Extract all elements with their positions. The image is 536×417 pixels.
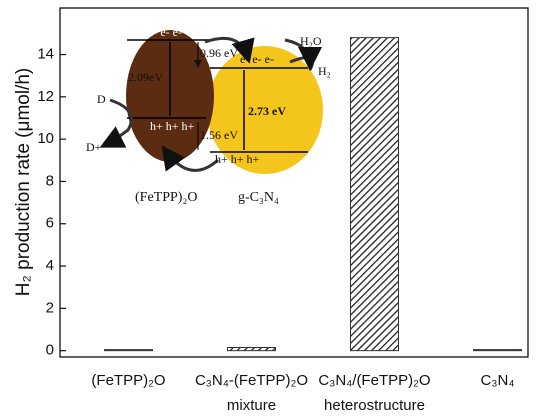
inset-label: h+ h+ h+: [215, 152, 260, 166]
inset-label: e- e- e-: [148, 25, 182, 39]
inset-label: H₂: [318, 64, 331, 78]
inset-label: (FeTPP)₂O: [135, 190, 197, 205]
inset-label: H₂O: [300, 34, 322, 48]
x-tick-label: C₃N₄/(FeTPP)₂O: [318, 372, 430, 389]
inset-label: 2.09eV: [128, 70, 163, 84]
bar: [351, 38, 399, 351]
x-tick-label: C₃N₄: [481, 372, 515, 389]
y-tick-label: 12: [37, 88, 54, 105]
y-tick-label: 4: [46, 257, 54, 274]
y-tick-label: 2: [46, 299, 54, 316]
inset-label: 2.73 eV: [248, 104, 286, 118]
inset-label: 0.96 eV: [200, 46, 238, 60]
x-tick-label: C₃N₄-(FeTPP)₂O: [195, 372, 308, 389]
x-tick-label: (FeTPP)₂O: [91, 372, 165, 389]
inset-label: g-C₃N₄: [238, 190, 279, 205]
bar: [105, 350, 153, 351]
y-tick-label: 10: [37, 130, 54, 147]
y-tick-label: 0: [46, 342, 54, 359]
x-tick-label: heterostructure: [324, 397, 425, 414]
inset-label: D: [97, 92, 106, 106]
y-tick-label: 8: [46, 172, 54, 189]
inset-label: e- e- e-: [240, 52, 274, 66]
y-axis-label: H₂ production rate (μmol/h): [13, 68, 34, 296]
inset-label: D+: [86, 140, 102, 154]
inset-diagram: e- e- e- e- e- e- 0.96 eV 2.09eV 1.56 eV…: [86, 25, 331, 205]
y-tick-label: 14: [37, 46, 54, 63]
bar: [228, 347, 276, 350]
bar: [474, 350, 522, 351]
inset-label: h+ h+ h+: [150, 119, 195, 133]
chart: H₂ production rate (μmol/h) 0 2 4 6 8 10 12 14 (…: [0, 0, 536, 417]
x-tick-label: mixture: [227, 397, 276, 414]
inset-label: 1.56 eV: [200, 128, 238, 142]
y-tick-label: 6: [46, 215, 54, 232]
